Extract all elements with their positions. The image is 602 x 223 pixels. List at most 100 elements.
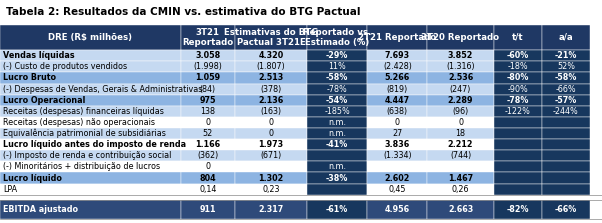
Text: 18: 18 [456,129,465,138]
Text: 0: 0 [395,118,400,127]
Text: -41%: -41% [326,140,348,149]
Text: (638): (638) [386,107,408,116]
Bar [427,150,494,161]
Bar [0,200,181,219]
Text: (-) Minoritários + distribuição de lucros: (-) Minoritários + distribuição de lucro… [3,162,160,171]
Text: n.m.: n.m. [328,162,346,171]
Bar [0,128,181,139]
Bar [181,161,235,172]
Bar [235,128,307,139]
Text: 4.320: 4.320 [258,51,284,60]
Text: -78%: -78% [327,85,347,94]
Bar [542,61,590,72]
Bar [494,25,542,50]
Bar [542,95,590,106]
Bar [367,72,427,84]
Text: t/t: t/t [512,33,524,42]
Bar [427,184,494,195]
Bar [494,95,542,106]
Bar [307,184,367,195]
Bar [367,128,427,139]
Bar [427,172,494,184]
Bar [181,50,235,61]
Text: EBITDA ajustado: EBITDA ajustado [3,204,78,214]
Bar [542,161,590,172]
Bar [542,25,590,50]
Text: 2.289: 2.289 [448,96,473,105]
Text: (1.334): (1.334) [383,151,412,160]
Bar [235,106,307,117]
Text: -66%: -66% [555,204,577,214]
Text: 1.302: 1.302 [258,173,284,182]
Bar [235,150,307,161]
Bar [235,200,307,219]
Bar [542,200,590,219]
Bar [542,139,590,150]
Bar [181,117,235,128]
Text: Receitas (despesas) não operacionais: Receitas (despesas) não operacionais [3,118,155,127]
Bar [542,128,590,139]
Bar [0,117,181,128]
Bar [427,72,494,84]
Bar [181,106,235,117]
Text: 138: 138 [200,107,215,116]
Bar [494,161,542,172]
Bar [494,184,542,195]
Bar [367,172,427,184]
Bar [307,50,367,61]
Text: -58%: -58% [326,73,349,83]
Bar [0,150,181,161]
Text: 11%: 11% [328,62,346,71]
Bar [367,200,427,219]
Text: 4.956: 4.956 [385,204,410,214]
Text: n.m.: n.m. [328,118,346,127]
Bar [367,150,427,161]
Bar [427,161,494,172]
Text: 1.166: 1.166 [195,140,220,149]
Bar [307,106,367,117]
Text: -90%: -90% [507,85,528,94]
Text: Reportado vs.
Estimado (%): Reportado vs. Estimado (%) [303,28,371,47]
Bar [307,128,367,139]
Bar [235,172,307,184]
Bar [235,95,307,106]
Text: (378): (378) [260,85,282,94]
Bar [0,50,181,61]
Text: DRE (R$ milhões): DRE (R$ milhões) [48,33,132,42]
Bar [181,95,235,106]
Bar [235,139,307,150]
Bar [427,84,494,95]
Text: Lucro líquido antes do imposto de renda: Lucro líquido antes do imposto de renda [3,140,186,149]
Text: (84): (84) [200,85,216,94]
Bar [542,50,590,61]
Bar [367,117,427,128]
Text: (-) Imposto de renda e contribuição social: (-) Imposto de renda e contribuição soci… [3,151,172,160]
Bar [307,150,367,161]
Bar [427,95,494,106]
Text: n.m.: n.m. [328,129,346,138]
Text: 2.212: 2.212 [448,140,473,149]
Text: 2.536: 2.536 [448,73,473,83]
Text: (163): (163) [260,107,282,116]
Text: (247): (247) [450,85,471,94]
Bar [542,106,590,117]
Bar [235,161,307,172]
Bar [181,150,235,161]
Text: 3T20 Reportado: 3T20 Reportado [421,33,500,42]
Bar [494,106,542,117]
Bar [181,61,235,72]
Text: (-) Custo de produtos vendidos: (-) Custo de produtos vendidos [3,62,127,71]
Text: (1.316): (1.316) [446,62,475,71]
Bar [494,50,542,61]
Bar [494,61,542,72]
Bar [542,84,590,95]
Bar [427,106,494,117]
Text: 52%: 52% [557,62,575,71]
Text: -60%: -60% [507,51,529,60]
Text: -58%: -58% [554,73,577,83]
Text: 0,26: 0,26 [452,185,470,194]
Bar [0,106,181,117]
Bar [0,61,181,72]
Text: 3.852: 3.852 [448,51,473,60]
Bar [367,25,427,50]
